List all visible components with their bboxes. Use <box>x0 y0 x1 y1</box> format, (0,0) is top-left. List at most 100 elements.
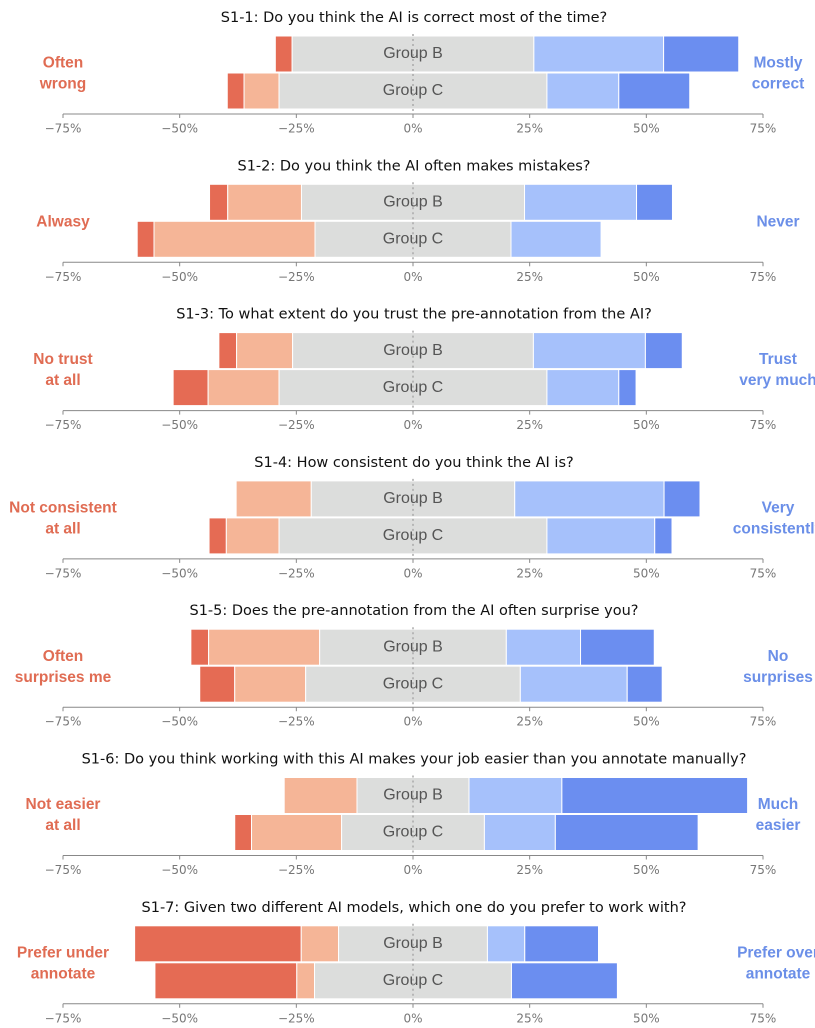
left-label: annotate <box>31 965 96 982</box>
panel-title: S1-4: How consistent do you think the AI… <box>254 455 573 471</box>
x-tick-label: −25% <box>278 566 315 580</box>
bar-segment <box>236 332 294 370</box>
bar-segment <box>483 814 556 851</box>
left-label: wrong <box>39 76 87 93</box>
bar-segment <box>546 369 620 407</box>
left-label: No trust <box>33 351 92 368</box>
x-tick-label: 0% <box>403 715 422 729</box>
right-label: No <box>768 648 789 665</box>
x-tick-label: 25% <box>516 1011 543 1025</box>
x-tick-label: 75% <box>750 863 777 877</box>
bar-segment <box>190 628 210 666</box>
x-tick-label: 25% <box>516 122 543 136</box>
x-tick-label: 75% <box>750 715 777 729</box>
bar-segment <box>172 369 209 407</box>
panel: S1-1: Do you think the AI is correct mos… <box>39 10 805 136</box>
bar-segment <box>235 480 312 518</box>
bar-segment <box>663 35 740 73</box>
panel: S1-3: To what extent do you trust the pr… <box>33 307 815 433</box>
bar-segment <box>234 814 253 851</box>
bar-segment <box>524 183 638 221</box>
x-tick-label: 0% <box>403 418 422 432</box>
left-label: at all <box>45 520 80 537</box>
bar-segment <box>134 925 302 963</box>
right-label: very much <box>739 372 815 389</box>
bar-segment <box>654 517 673 555</box>
x-tick-label: 25% <box>516 418 543 432</box>
left-label: Not consistent <box>9 499 117 516</box>
x-tick-label: 50% <box>633 1011 660 1025</box>
right-label: Very <box>762 499 795 516</box>
right-label: correct <box>752 76 805 93</box>
panel-title: S1-3: To what extent do you trust the pr… <box>176 307 652 323</box>
left-label: at all <box>45 372 80 389</box>
left-label: Prefer under <box>17 944 109 961</box>
bar-segment <box>227 183 302 221</box>
bar-segment <box>234 665 307 703</box>
left-label: surprises me <box>15 669 112 686</box>
left-label: Often <box>43 648 83 665</box>
bar-segment <box>524 925 599 963</box>
bar-segment <box>153 220 316 258</box>
bar-segment <box>580 628 655 666</box>
bar-segment <box>505 628 582 666</box>
bar-segment <box>251 814 343 851</box>
bar-segment <box>207 369 280 407</box>
bar-segment <box>644 332 683 370</box>
x-tick-label: 25% <box>516 566 543 580</box>
left-label: at all <box>45 817 80 834</box>
x-tick-label: −25% <box>278 863 315 877</box>
x-tick-label: 25% <box>516 270 543 284</box>
left-label: Alwasy <box>36 213 90 230</box>
panel: S1-5: Does the pre-annotation from the A… <box>15 603 813 729</box>
category-label: Group B <box>383 194 443 211</box>
x-tick-label: 75% <box>750 566 777 580</box>
x-tick-label: 50% <box>633 270 660 284</box>
x-tick-label: −75% <box>45 863 82 877</box>
bar-segment <box>663 480 701 518</box>
panel-title: S1-7: Given two different AI models, whi… <box>142 900 687 916</box>
right-label: Prefer over <box>737 944 815 961</box>
x-tick-label: 0% <box>403 1011 422 1025</box>
bar-segment <box>554 814 699 851</box>
x-tick-label: −50% <box>161 418 198 432</box>
bar-segment <box>243 72 280 110</box>
x-tick-label: 25% <box>516 715 543 729</box>
bar-segment <box>626 665 663 703</box>
panel-title: S1-1: Do you think the AI is correct mos… <box>221 10 607 26</box>
x-tick-label: 0% <box>403 566 422 580</box>
x-tick-label: 50% <box>633 418 660 432</box>
panel: S1-7: Given two different AI models, whi… <box>17 900 815 1026</box>
bar-segment <box>510 962 618 1000</box>
x-tick-label: −50% <box>161 1011 198 1025</box>
bar-segment <box>154 962 298 1000</box>
x-tick-label: −75% <box>45 270 82 284</box>
bar-segment <box>514 480 665 518</box>
bar-segment <box>486 925 526 963</box>
right-label: Much <box>758 796 798 813</box>
x-tick-label: 25% <box>516 863 543 877</box>
bar-segment <box>561 777 749 814</box>
x-tick-label: 0% <box>403 270 422 284</box>
x-tick-label: 50% <box>633 566 660 580</box>
bar-segment <box>136 220 155 258</box>
x-tick-label: −25% <box>278 1011 315 1025</box>
x-tick-label: 50% <box>633 715 660 729</box>
right-label: Trust <box>759 351 797 368</box>
right-label: consistently <box>733 520 815 537</box>
bar-segment <box>283 777 358 814</box>
right-label: Never <box>756 213 799 230</box>
x-tick-label: −25% <box>278 270 315 284</box>
panel: S1-4: How consistent do you think the AI… <box>9 455 815 581</box>
x-tick-label: −25% <box>278 715 315 729</box>
x-tick-label: 50% <box>633 863 660 877</box>
bar-segment <box>546 517 656 555</box>
x-tick-label: −50% <box>161 715 198 729</box>
x-tick-label: −50% <box>161 863 198 877</box>
bar-segment <box>300 925 340 963</box>
bar-segment <box>618 72 691 110</box>
panel: S1-6: Do you think working with this AI … <box>26 752 801 878</box>
x-tick-label: −25% <box>278 122 315 136</box>
bar-segment <box>510 220 602 258</box>
x-tick-label: −25% <box>278 418 315 432</box>
